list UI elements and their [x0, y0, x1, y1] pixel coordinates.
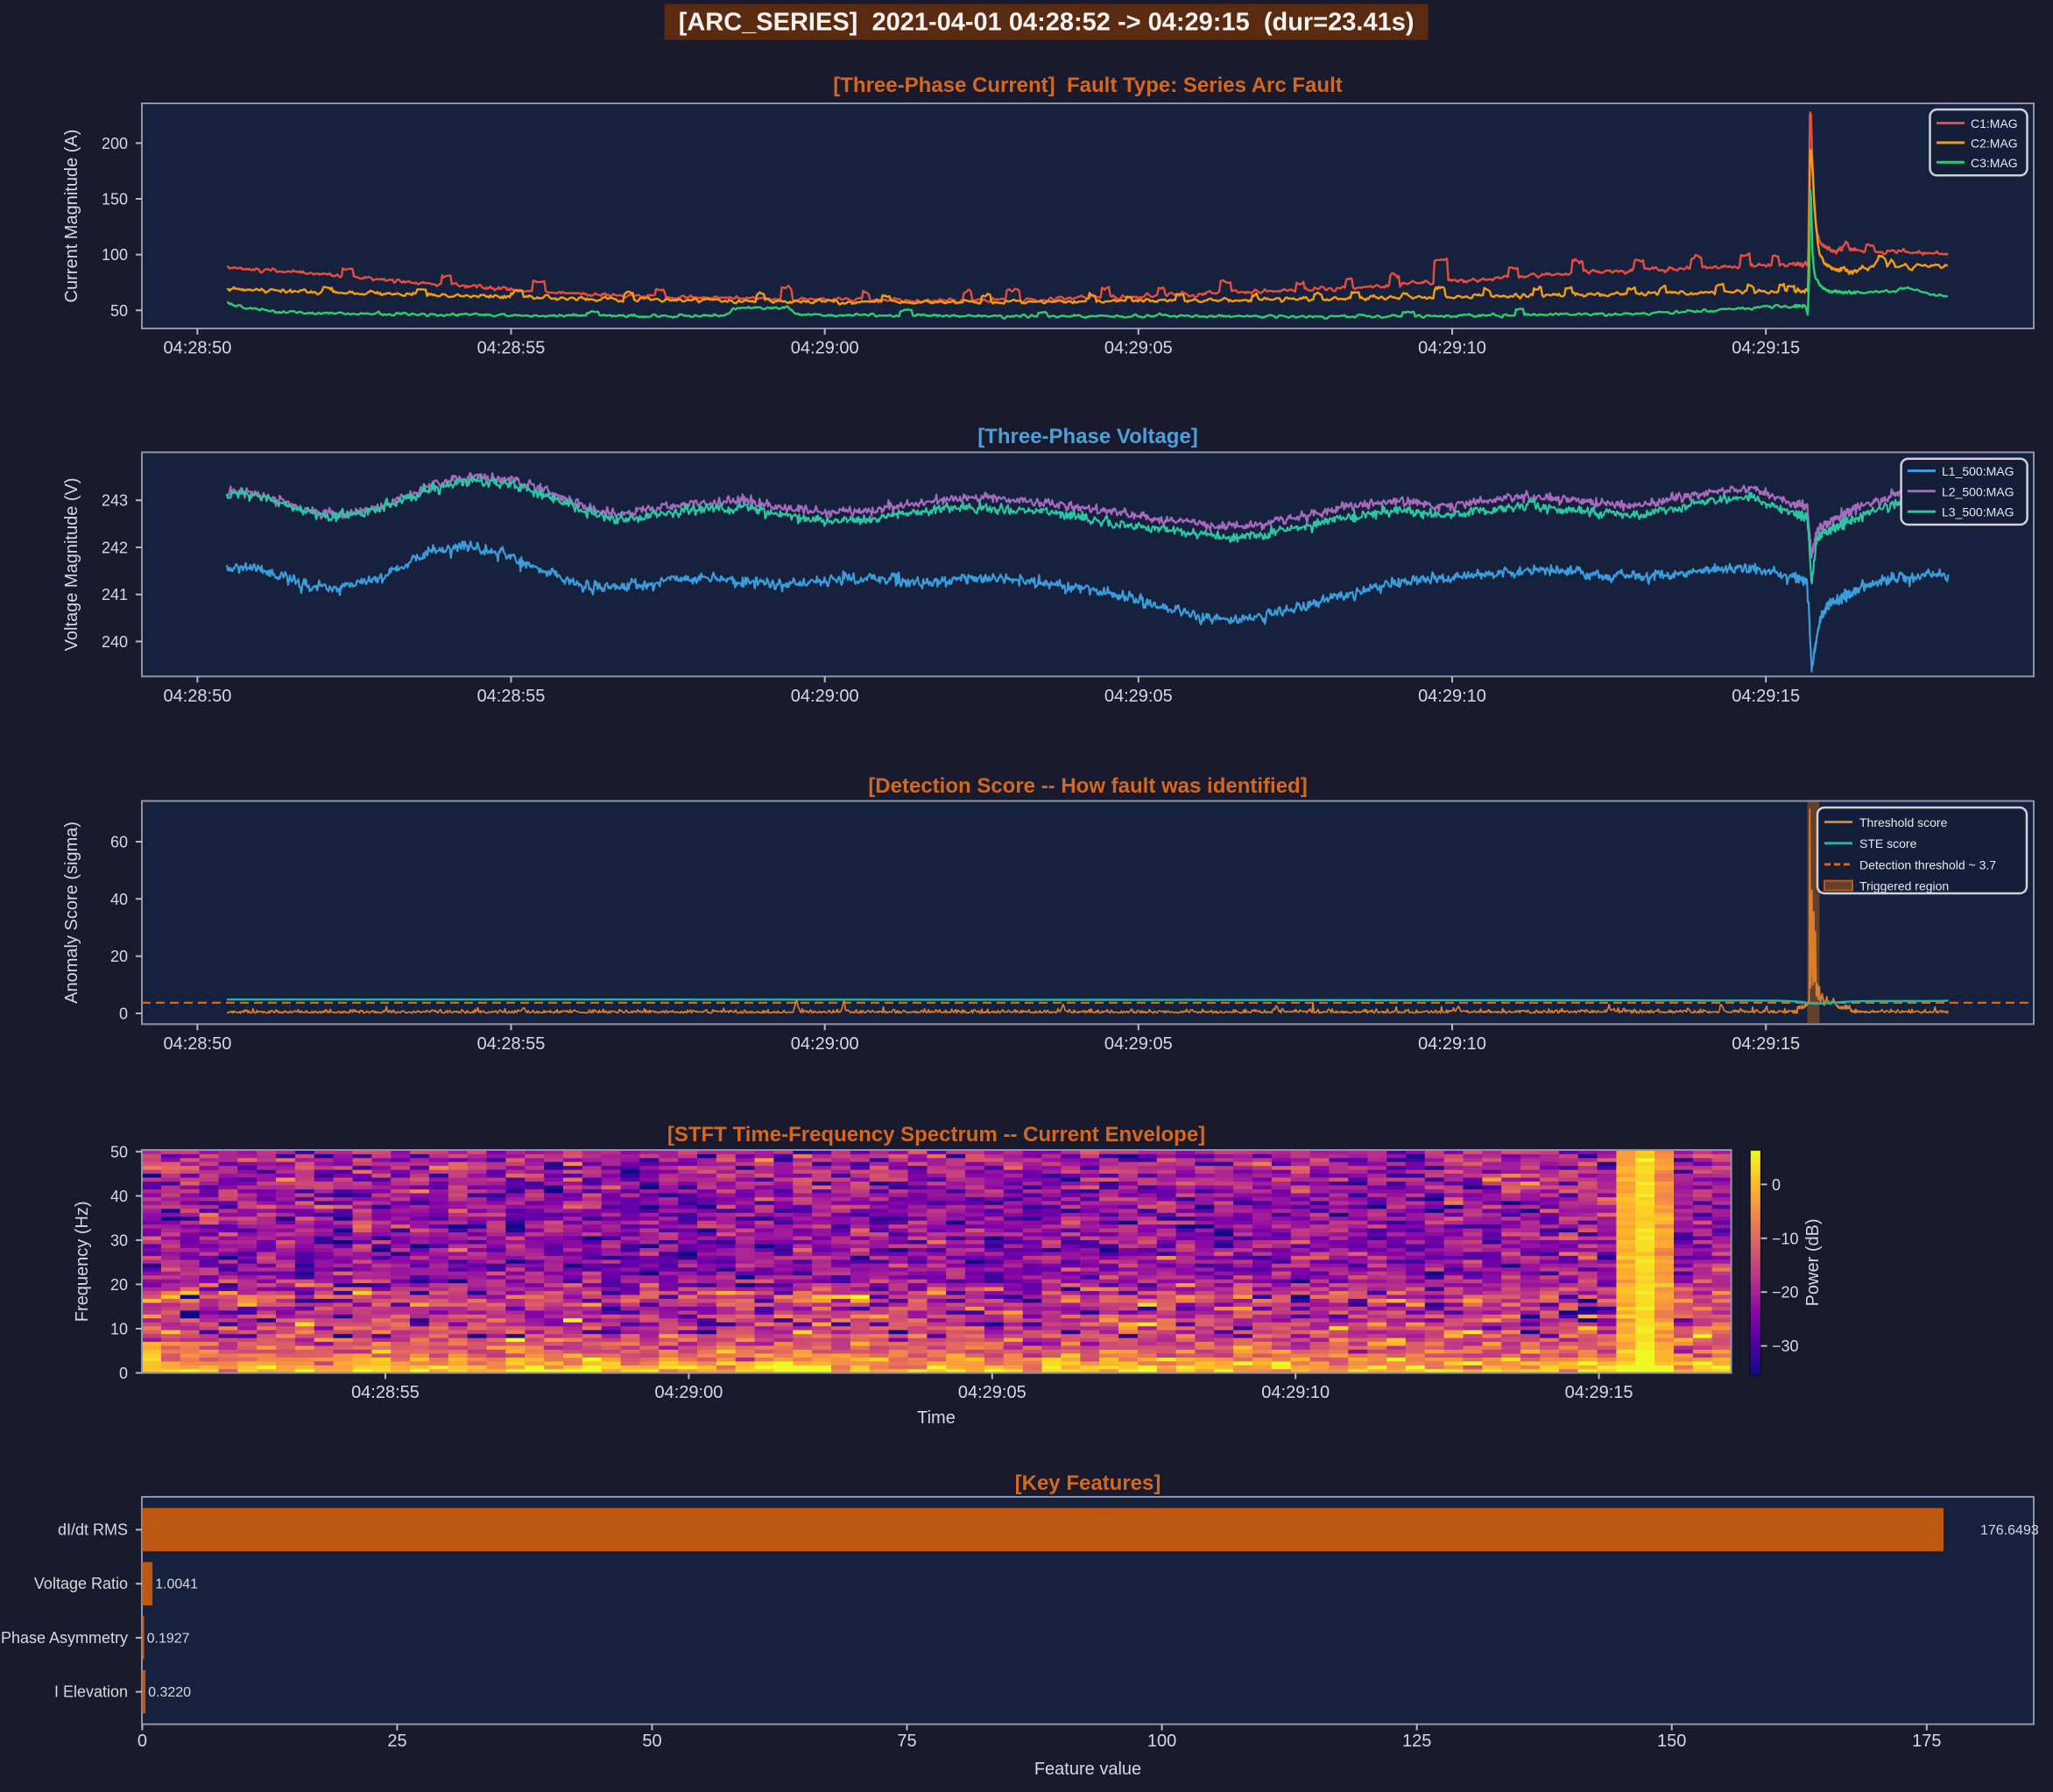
svg-text:I Elevation: I Elevation [54, 1683, 128, 1701]
svg-text:50: 50 [110, 1143, 128, 1161]
svg-text:C1:MAG: C1:MAG [1971, 116, 2018, 131]
svg-text:04:29:10: 04:29:10 [1261, 1383, 1330, 1402]
svg-text:04:29:00: 04:29:00 [791, 687, 859, 706]
svg-text:Anomaly Score (sigma): Anomaly Score (sigma) [62, 822, 81, 1004]
svg-text:100: 100 [1147, 1732, 1176, 1751]
svg-text:50: 50 [642, 1732, 661, 1751]
svg-text:Feature value: Feature value [1034, 1760, 1141, 1779]
svg-text:[Detection Score -- How fault: [Detection Score -- How fault was identi… [868, 774, 1307, 798]
svg-text:243: 243 [102, 492, 128, 510]
svg-text:L3_500:MAG: L3_500:MAG [1942, 505, 2014, 519]
svg-text:[Three-Phase Voltage]: [Three-Phase Voltage] [977, 425, 1198, 448]
svg-text:04:29:00: 04:29:00 [654, 1383, 723, 1402]
svg-text:240: 240 [102, 633, 128, 651]
svg-text:75: 75 [897, 1732, 916, 1751]
svg-text:04:28:55: 04:28:55 [477, 339, 546, 358]
svg-text:04:29:10: 04:29:10 [1418, 687, 1486, 706]
svg-text:−30: −30 [1772, 1337, 1799, 1355]
svg-text:150: 150 [102, 191, 128, 208]
svg-text:04:29:00: 04:29:00 [791, 1034, 859, 1054]
svg-text:50: 50 [110, 302, 128, 320]
svg-text:Threshold score: Threshold score [1859, 815, 1948, 829]
svg-text:−10: −10 [1772, 1230, 1799, 1247]
svg-text:Detection threshold ~ 3.7: Detection threshold ~ 3.7 [1859, 857, 1996, 871]
svg-text:Voltage Magnitude (V): Voltage Magnitude (V) [62, 477, 81, 651]
svg-text:C2:MAG: C2:MAG [1971, 136, 2018, 150]
svg-text:04:29:15: 04:29:15 [1732, 687, 1800, 706]
svg-text:150: 150 [1657, 1732, 1686, 1751]
svg-text:Power (dB): Power (dB) [1803, 1218, 1823, 1306]
svg-text:Voltage Ratio: Voltage Ratio [34, 1575, 128, 1592]
svg-text:C3:MAG: C3:MAG [1971, 156, 2018, 170]
svg-text:04:29:05: 04:29:05 [1104, 687, 1173, 706]
svg-text:175: 175 [1912, 1732, 1941, 1751]
svg-text:242: 242 [102, 539, 128, 556]
svg-text:STE score: STE score [1859, 836, 1917, 850]
svg-text:0.3220: 0.3220 [148, 1685, 191, 1700]
svg-text:10: 10 [110, 1321, 128, 1338]
svg-text:04:29:15: 04:29:15 [1732, 339, 1800, 358]
svg-text:[ARC_SERIES] 2021-04-01 04:28: [ARC_SERIES] 2021-04-01 04:28:52 -> 04:2… [679, 9, 1415, 37]
svg-text:04:29:10: 04:29:10 [1418, 339, 1486, 358]
svg-text:04:29:00: 04:29:00 [791, 339, 859, 358]
svg-text:241: 241 [102, 586, 128, 603]
svg-text:04:28:55: 04:28:55 [477, 1034, 546, 1054]
svg-text:Time: Time [917, 1408, 956, 1428]
svg-text:L1_500:MAG: L1_500:MAG [1942, 464, 2014, 478]
svg-text:0: 0 [138, 1732, 147, 1751]
svg-text:0: 0 [1772, 1176, 1781, 1194]
svg-text:04:29:05: 04:29:05 [958, 1383, 1026, 1402]
svg-text:176.6493: 176.6493 [1980, 1523, 2039, 1538]
svg-text:Frequency (Hz): Frequency (Hz) [73, 1201, 92, 1322]
svg-text:04:28:55: 04:28:55 [477, 687, 546, 706]
svg-text:L2_500:MAG: L2_500:MAG [1942, 484, 2014, 498]
svg-text:30: 30 [110, 1231, 128, 1249]
svg-text:[Three-Phase Current] Fault T: [Three-Phase Current] Fault Type: Series… [833, 74, 1342, 97]
svg-text:04:28:50: 04:28:50 [163, 1034, 231, 1054]
svg-text:40: 40 [110, 891, 128, 908]
svg-text:dI/dt RMS: dI/dt RMS [58, 1521, 128, 1539]
svg-text:60: 60 [110, 834, 128, 851]
svg-text:04:28:50: 04:28:50 [163, 339, 231, 358]
svg-text:[Key Features]: [Key Features] [1015, 1471, 1161, 1495]
svg-text:04:29:15: 04:29:15 [1565, 1383, 1633, 1402]
svg-text:20: 20 [110, 1276, 128, 1294]
svg-text:0: 0 [119, 1365, 128, 1382]
svg-text:04:29:05: 04:29:05 [1104, 1034, 1173, 1054]
svg-text:04:28:50: 04:28:50 [163, 687, 231, 706]
svg-text:1.0041: 1.0041 [155, 1577, 198, 1592]
svg-text:0.1927: 0.1927 [147, 1631, 190, 1646]
svg-text:Current Magnitude (A): Current Magnitude (A) [62, 130, 81, 303]
svg-text:125: 125 [1402, 1732, 1431, 1751]
svg-text:04:29:10: 04:29:10 [1418, 1034, 1486, 1054]
svg-text:25: 25 [387, 1732, 406, 1751]
svg-text:[STFT Time-Frequency Spectrum: [STFT Time-Frequency Spectrum -- Current… [667, 1123, 1205, 1146]
svg-text:0: 0 [119, 1005, 128, 1023]
svg-text:Triggered region: Triggered region [1859, 879, 1949, 893]
svg-text:04:29:15: 04:29:15 [1732, 1034, 1800, 1054]
svg-text:04:28:55: 04:28:55 [351, 1383, 420, 1402]
svg-text:200: 200 [102, 135, 128, 152]
svg-text:Phase Asymmetry: Phase Asymmetry [1, 1629, 128, 1647]
svg-text:04:29:05: 04:29:05 [1104, 339, 1173, 358]
svg-text:−20: −20 [1772, 1284, 1799, 1302]
svg-text:100: 100 [102, 246, 128, 264]
svg-text:40: 40 [110, 1188, 128, 1205]
svg-text:20: 20 [110, 948, 128, 965]
